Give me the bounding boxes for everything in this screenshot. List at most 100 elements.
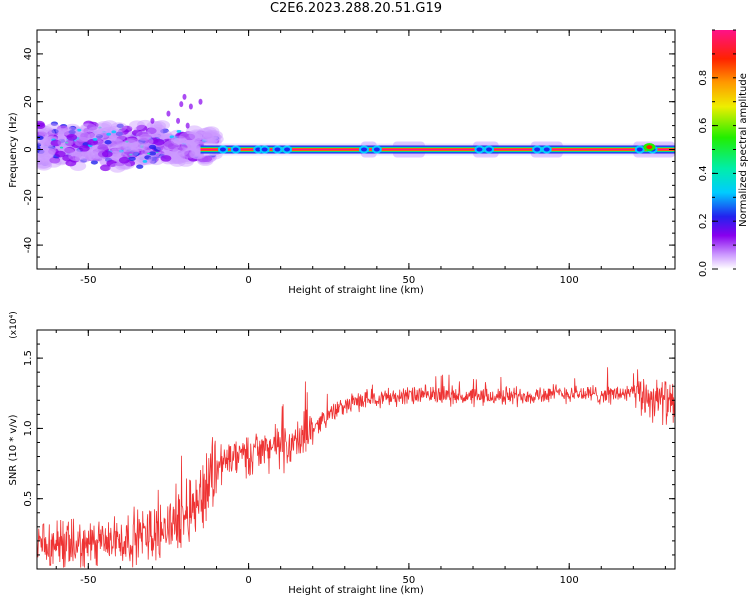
x-tick-label: 100: [560, 575, 579, 586]
heatmap-cell: [38, 149, 55, 160]
heatmap-cell: [106, 132, 112, 136]
x-tick-label: 100: [560, 275, 579, 286]
heatmap-cell: [95, 121, 113, 132]
colorbar-tick-label: 0.4: [698, 165, 709, 181]
heatmap-cell: [37, 142, 42, 148]
heatmap-cell: [200, 126, 217, 137]
heatmap-cell: [106, 159, 118, 167]
ridge-blob: [232, 147, 239, 152]
y-tick-label: 0: [23, 146, 34, 152]
heatmap-cell: [104, 140, 112, 145]
heatmap-cell: [62, 154, 73, 162]
y-tick-label: 40: [23, 48, 34, 61]
heatmap-cell: [37, 155, 54, 166]
heatmap-cell: [79, 158, 88, 163]
heatmap-cell: [201, 132, 213, 140]
heatmap-cell: [196, 154, 214, 165]
heatmap-cell: [40, 145, 57, 156]
heatmap-cell: [107, 138, 124, 149]
heatmap-cell: [49, 156, 61, 164]
x-tick-label: 0: [245, 575, 251, 586]
colorbar-tick-label: 0.2: [698, 213, 709, 229]
heatmap-cell: [101, 120, 118, 131]
ridge-blob: [636, 147, 643, 152]
heatmap-cell: [186, 125, 203, 136]
heatmap-cell: [174, 137, 179, 141]
heatmap-cell: [37, 160, 53, 171]
snr-series-line: [37, 367, 675, 568]
heatmap-cell: [55, 125, 72, 136]
heatmap-cell: [54, 150, 66, 158]
heatmap-cell: [118, 149, 124, 153]
heatmap-cell: [200, 131, 218, 142]
heatmap-cell: [182, 93, 187, 100]
heatmap-cell: [122, 147, 139, 158]
heatmap-cell: [37, 149, 45, 154]
heatmap-cell: [147, 152, 151, 155]
ridge-band: [200, 148, 675, 151]
heatmap-cell: [107, 148, 124, 159]
x-tick-label: -50: [80, 275, 96, 286]
heatmap-cell: [90, 160, 98, 165]
heatmap-cell: [37, 154, 46, 165]
ridge-blob: [476, 147, 483, 152]
heatmap-cell: [95, 134, 104, 139]
heatmap-cell: [137, 136, 154, 147]
heatmap-cell: [188, 103, 193, 110]
heatmap-cell: [57, 125, 68, 132]
heatmap-cell: [37, 122, 46, 130]
y-tick-label: 0.5: [23, 491, 34, 507]
heatmap-cell: [106, 128, 123, 139]
heatmap-cell: [107, 137, 125, 148]
heatmap-cell: [80, 123, 98, 134]
heatmap-cell: [128, 120, 146, 131]
heatmap-cell: [74, 153, 92, 164]
heatmap-cell: [79, 151, 96, 162]
ridge-blob: [261, 147, 268, 152]
heatmap-cell: [176, 143, 188, 151]
heatmap-cell: [153, 138, 165, 146]
heatmap-cell: [140, 144, 145, 147]
heatmap-cell: [181, 140, 198, 151]
heatmap-cell: [37, 135, 44, 140]
heatmap-cell: [68, 151, 85, 162]
heatmap-cell: [169, 156, 186, 167]
heatmap-cell: [198, 131, 215, 142]
heatmap-cell: [86, 123, 98, 131]
heatmap-cell: [78, 131, 95, 142]
heatmap-cell: [64, 146, 75, 154]
y-tick-label: -40: [23, 237, 34, 253]
x-tick-label: 0: [245, 275, 251, 286]
spectrogram-heatmap: [37, 93, 675, 173]
heatmap-cell: [109, 131, 126, 142]
heatmap-cell: [68, 129, 76, 135]
colorbar-gradient: [712, 30, 736, 269]
ridge-blob: [219, 147, 226, 152]
snr-multiplier: (x10⁴): [9, 311, 19, 338]
heatmap-cell: [116, 123, 124, 129]
heatmap-cell: [136, 124, 148, 132]
heatmap-cell: [50, 139, 62, 147]
spectrogram-ylabel: Frequency (Hz): [8, 112, 19, 188]
heatmap-cell: [211, 135, 220, 141]
heatmap-cell: [132, 151, 140, 157]
heatmap-cell: [161, 128, 169, 133]
snr-panel: -50 0 50 100 0.5 1.0 1.5 Height of straight li…: [8, 311, 676, 596]
heatmap-cell: [95, 123, 112, 133]
ridge-blob: [543, 147, 550, 152]
snr-axes: -50 0 50 100 0.5 1.0 1.5: [23, 330, 675, 586]
heatmap-cell: [202, 131, 220, 142]
ridge-blob: [284, 147, 291, 152]
heatmap-cell: [170, 135, 188, 146]
heatmap-cell: [139, 157, 145, 161]
heatmap-cell: [84, 131, 95, 139]
heatmap-cell: [135, 130, 152, 141]
heatmap-cell: [185, 122, 190, 129]
heatmap-cell: [109, 147, 121, 155]
heatmap-cell: [97, 144, 109, 151]
heatmap-cell: [121, 125, 133, 133]
heatmap-cell: [184, 150, 196, 157]
heatmap-cell: [121, 151, 132, 158]
colorbar-ticks: 0.0 0.2 0.4 0.6 0.8: [698, 29, 736, 277]
heatmap-cell: [179, 132, 196, 142]
